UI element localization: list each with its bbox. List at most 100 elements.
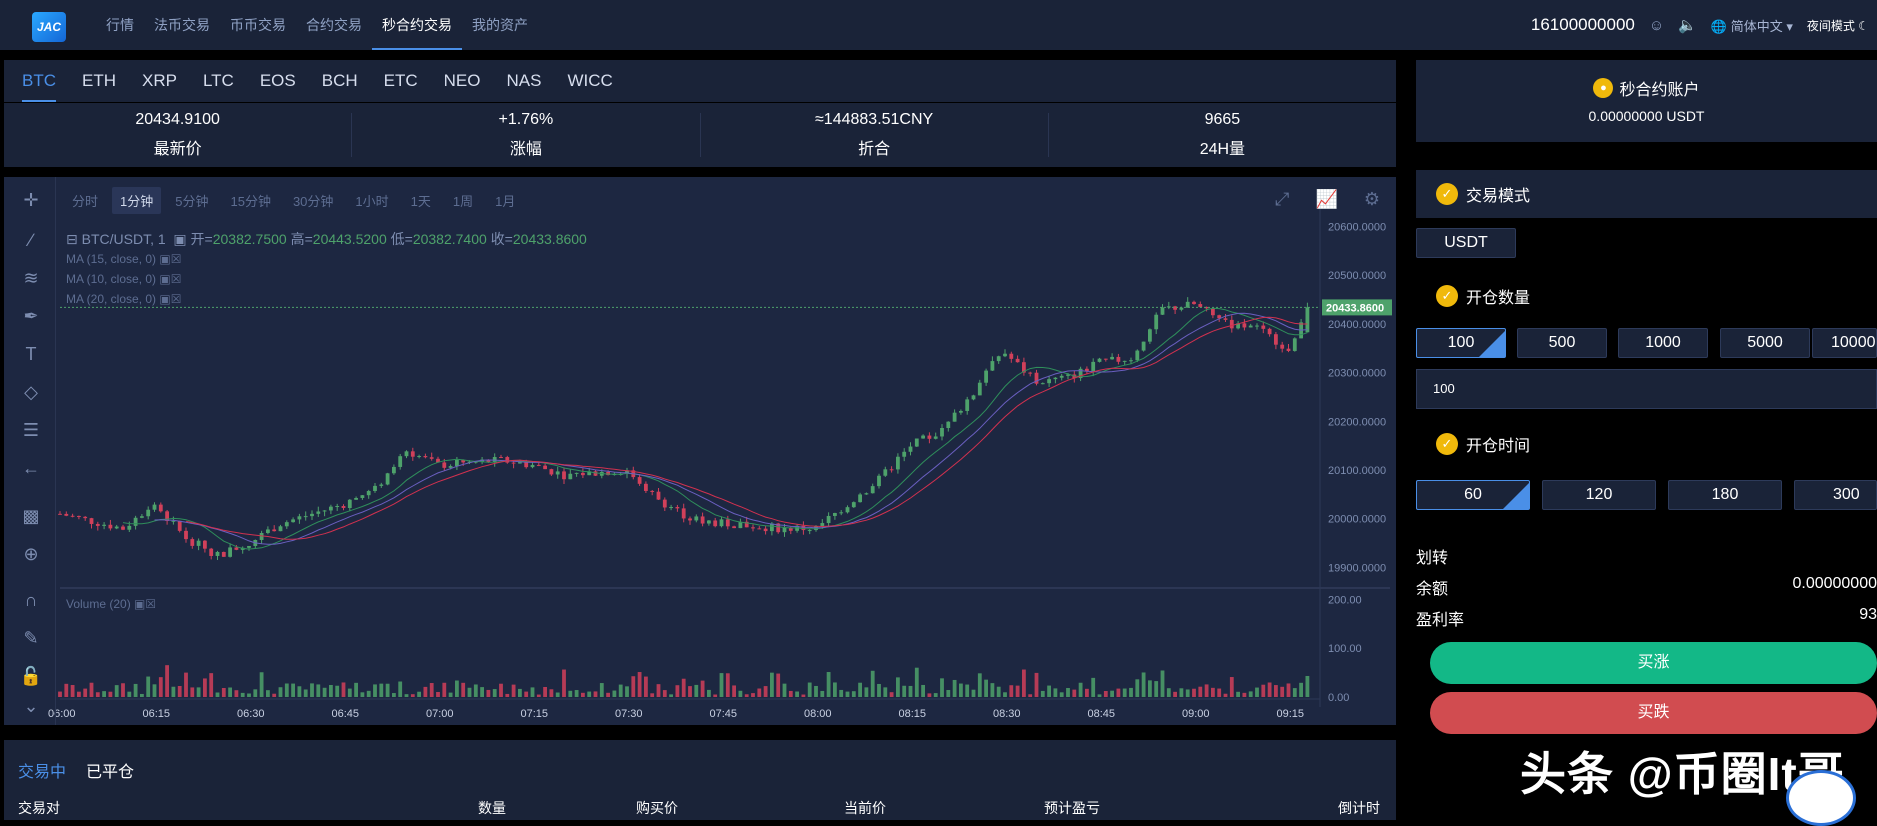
volume-bar xyxy=(228,687,232,697)
trendline-icon[interactable]: ∕ xyxy=(29,230,33,250)
night-mode-toggle[interactable]: 夜间模式 ☾ xyxy=(1807,17,1869,34)
time-option-120[interactable]: 120 xyxy=(1542,480,1656,510)
candle-body xyxy=(354,497,358,500)
measure-icon[interactable]: ☰ xyxy=(22,420,40,440)
magnet-icon[interactable]: ∩ xyxy=(24,590,38,610)
volume-bar xyxy=(64,683,69,697)
main-nav: 行情 法币交易 币币交易 合约交易 秒合约交易 我的资产 xyxy=(96,0,538,50)
candle-body xyxy=(1236,323,1240,329)
candle-body xyxy=(417,456,421,458)
candle-body xyxy=(959,410,963,413)
qty-input[interactable]: 100 xyxy=(1416,369,1877,409)
volume-bar xyxy=(820,690,825,697)
qty-option-500[interactable]: 500 xyxy=(1517,328,1607,358)
volume-bar xyxy=(373,684,377,697)
volume-bar xyxy=(354,682,358,697)
coin-tab-nas[interactable]: NAS xyxy=(506,71,542,90)
volume-bar xyxy=(184,672,188,697)
high-value: 20443.5200 xyxy=(312,231,387,247)
language-select[interactable]: 🌐 简体中文 ▾ xyxy=(1710,18,1793,34)
indicator-icon[interactable]: 📈 xyxy=(1315,189,1338,209)
candle-body xyxy=(921,435,925,439)
candle-body xyxy=(744,521,749,528)
nav-fiat-trade[interactable]: 法币交易 xyxy=(154,17,210,33)
coin-tab-bch[interactable]: BCH xyxy=(321,71,358,90)
qty-option-5000[interactable]: 5000 xyxy=(1720,328,1810,358)
time-option-300[interactable]: 300 xyxy=(1794,480,1877,510)
fullscreen-icon[interactable]: ⤢ xyxy=(1275,189,1290,209)
coin-tab-eth[interactable]: ETH xyxy=(82,71,116,90)
nav-second-contract[interactable]: 秒合约交易 xyxy=(372,0,462,50)
kline-chart[interactable]: 20600.0000 20500.0000 20400.0000 20300.0000… xyxy=(4,177,1396,725)
chevron-down-icon[interactable]: ⌄ xyxy=(23,696,39,716)
interval-30m[interactable]: 30分钟 xyxy=(292,194,334,209)
text-icon[interactable]: T xyxy=(25,344,37,364)
time-option-60[interactable]: 60 xyxy=(1416,480,1530,510)
qty-option-10000[interactable]: 10000 xyxy=(1812,328,1877,358)
nav-my-assets[interactable]: 我的资产 xyxy=(472,17,528,33)
interval-15m[interactable]: 15分钟 xyxy=(230,194,271,209)
pattern-icon[interactable]: ◇ xyxy=(24,382,38,402)
unlock-icon[interactable]: 🔓 xyxy=(19,666,43,686)
interval-1w[interactable]: 1周 xyxy=(452,194,474,209)
speaker-icon[interactable]: 🔈 xyxy=(1678,17,1697,34)
user-phone[interactable]: 16100000000 xyxy=(1530,15,1635,34)
coin-tab-neo[interactable]: NEO xyxy=(443,71,481,90)
tab-trading[interactable]: 交易中 xyxy=(18,764,67,781)
volume-bar xyxy=(310,683,314,697)
coin-tab-etc[interactable]: ETC xyxy=(383,71,418,90)
candle-body xyxy=(1078,368,1083,379)
qty-option-100[interactable]: 100 xyxy=(1416,328,1506,358)
tab-closed[interactable]: 已平仓 xyxy=(86,764,135,781)
interval-1m[interactable]: 1分钟 xyxy=(112,187,162,214)
candle-body xyxy=(1047,379,1051,384)
coin-tab-btc[interactable]: BTC xyxy=(22,60,56,102)
volume-bar xyxy=(921,684,925,697)
stat-value: 20434.9100 xyxy=(135,111,220,128)
coin-tab-eos[interactable]: EOS xyxy=(259,71,296,90)
candle-body xyxy=(770,523,774,532)
lock-pen-icon[interactable]: ✎ xyxy=(23,628,39,648)
arrow-left-icon[interactable]: ← xyxy=(22,458,40,478)
logo[interactable]: JAC xyxy=(32,12,66,42)
volume-bar xyxy=(1066,688,1070,697)
user-icon[interactable]: ☺ xyxy=(1648,16,1665,34)
transfer-link[interactable]: 划转 xyxy=(1416,550,1449,567)
volume-bar xyxy=(562,669,566,697)
nav-market[interactable]: 行情 xyxy=(106,17,134,33)
buy-down-button[interactable]: 买跌 xyxy=(1430,692,1877,734)
candle-body xyxy=(1166,306,1171,308)
candle-body xyxy=(404,451,409,457)
interval-5m[interactable]: 5分钟 xyxy=(175,194,209,209)
candle-body xyxy=(656,491,661,500)
brush-icon[interactable]: ✒ xyxy=(23,306,39,326)
collapse-icon[interactable]: ⊟ xyxy=(66,231,78,247)
nav-contract-trade[interactable]: 合约交易 xyxy=(306,17,362,33)
coin-tab-ltc[interactable]: LTC xyxy=(202,71,234,90)
mode-usdt-button[interactable]: USDT xyxy=(1416,228,1516,258)
volume-bar xyxy=(316,684,321,697)
crosshair-icon[interactable]: ✛ xyxy=(23,190,39,210)
chart-tools: ⤢ 📈 ⚙ xyxy=(1275,189,1380,210)
volume-bar xyxy=(763,686,768,697)
volume-bar xyxy=(656,684,661,697)
interval-1h[interactable]: 1小时 xyxy=(355,194,389,209)
time-option-180[interactable]: 180 xyxy=(1668,480,1782,510)
coin-tab-wicc[interactable]: WICC xyxy=(567,71,613,90)
zoom-icon[interactable]: ⊕ xyxy=(23,544,39,564)
chart-type-icon[interactable]: ▩ xyxy=(22,506,40,526)
interval-1mo[interactable]: 1月 xyxy=(495,194,516,209)
coin-tab-xrp[interactable]: XRP xyxy=(142,71,177,90)
gear-icon[interactable]: ⚙ xyxy=(1363,189,1380,209)
settings-mini-icon[interactable]: ▣ xyxy=(173,231,187,247)
volume-bar xyxy=(196,687,201,697)
interval-1d[interactable]: 1天 xyxy=(410,194,431,209)
transfer-row: 划转 xyxy=(1416,544,1877,568)
interval-timeline[interactable]: 分时 xyxy=(72,194,99,209)
qty-option-1000[interactable]: 1000 xyxy=(1618,328,1708,358)
candle-body xyxy=(64,513,69,516)
nav-coin-trade[interactable]: 币币交易 xyxy=(230,17,286,33)
fib-icon[interactable]: ≋ xyxy=(23,268,39,288)
candle-body xyxy=(581,472,585,476)
buy-up-button[interactable]: 买涨 xyxy=(1430,642,1877,684)
